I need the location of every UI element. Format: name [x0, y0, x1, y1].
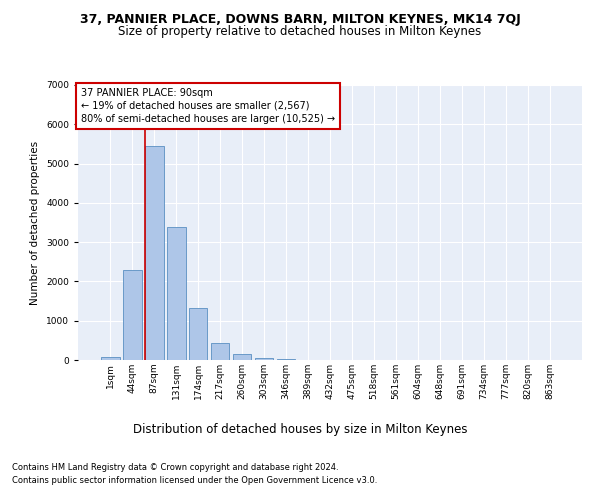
- Bar: [277, 359, 295, 360]
- Text: Contains HM Land Registry data © Crown copyright and database right 2024.: Contains HM Land Registry data © Crown c…: [12, 462, 338, 471]
- Text: Contains public sector information licensed under the Open Government Licence v3: Contains public sector information licen…: [12, 476, 377, 485]
- Bar: [123, 270, 142, 360]
- Text: Size of property relative to detached houses in Milton Keynes: Size of property relative to detached ho…: [118, 25, 482, 38]
- Text: 37 PANNIER PLACE: 90sqm
← 19% of detached houses are smaller (2,567)
80% of semi: 37 PANNIER PLACE: 90sqm ← 19% of detache…: [80, 88, 335, 124]
- Bar: [255, 358, 274, 360]
- Bar: [101, 357, 119, 360]
- Y-axis label: Number of detached properties: Number of detached properties: [31, 140, 40, 304]
- Text: 37, PANNIER PLACE, DOWNS BARN, MILTON KEYNES, MK14 7QJ: 37, PANNIER PLACE, DOWNS BARN, MILTON KE…: [80, 12, 520, 26]
- Bar: [167, 227, 185, 360]
- Bar: [145, 146, 164, 360]
- Bar: [189, 308, 208, 360]
- Bar: [211, 343, 229, 360]
- Text: Distribution of detached houses by size in Milton Keynes: Distribution of detached houses by size …: [133, 422, 467, 436]
- Bar: [233, 354, 251, 360]
